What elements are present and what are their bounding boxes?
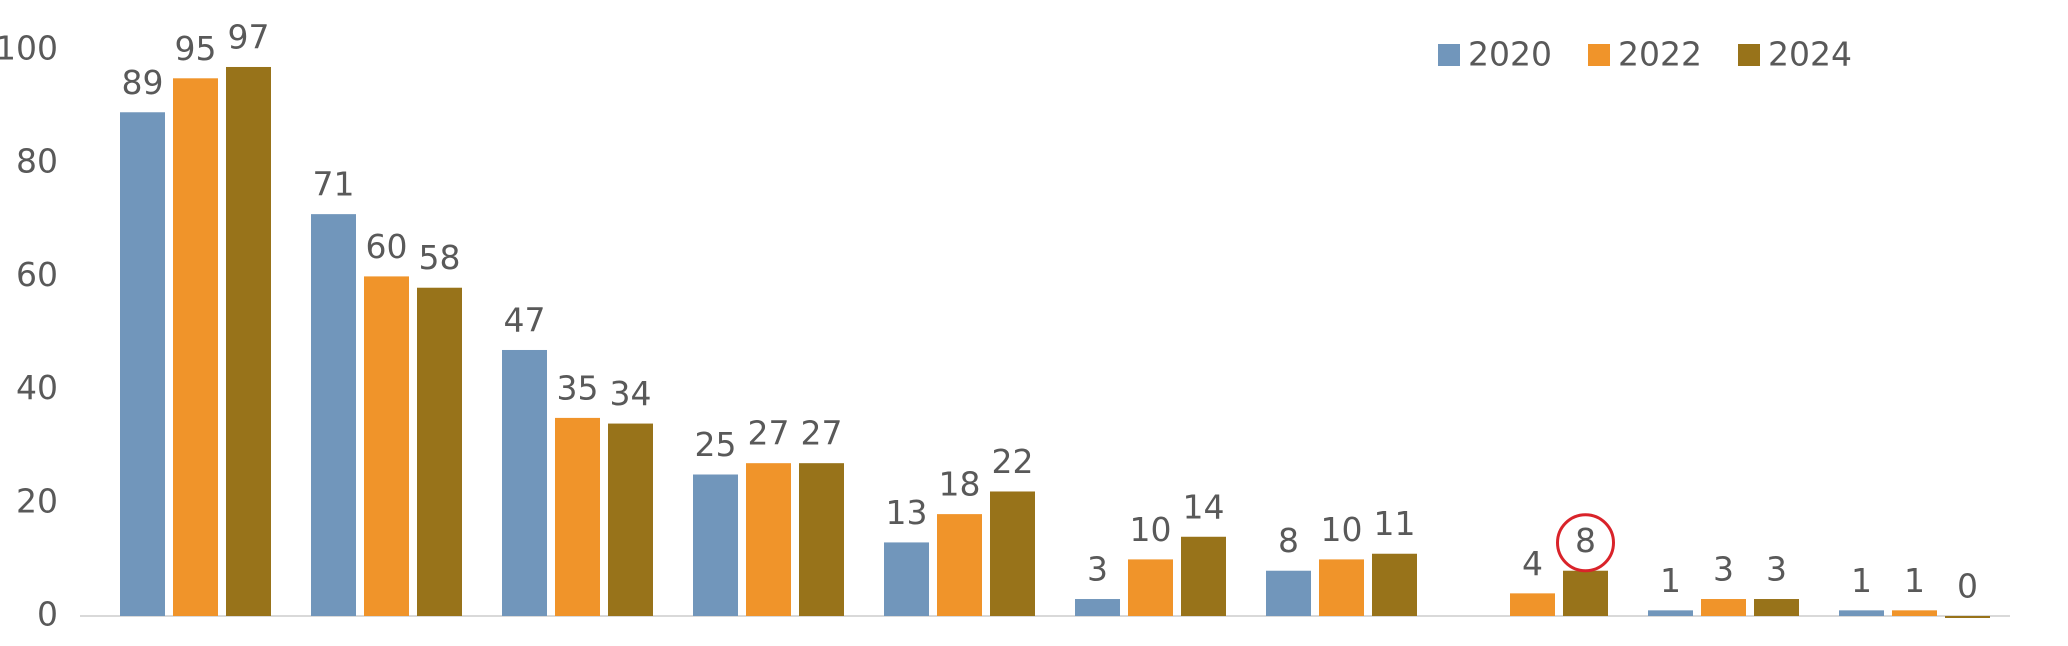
y-tick-label: 100 <box>0 29 58 68</box>
y-tick-label: 60 <box>16 255 58 294</box>
data-label: 13 <box>886 493 928 532</box>
data-label: 4 <box>1522 544 1543 583</box>
data-label: 10 <box>1321 510 1363 549</box>
y-tick-label: 40 <box>16 368 58 407</box>
data-label: 35 <box>557 368 599 407</box>
bar <box>1839 610 1884 616</box>
data-label: 11 <box>1374 504 1416 543</box>
bar <box>1563 570 1608 616</box>
bar <box>693 474 738 616</box>
bar <box>1754 599 1799 616</box>
data-label: 47 <box>504 300 546 339</box>
bar <box>1945 616 1990 618</box>
legend-swatch <box>1588 44 1610 66</box>
bar <box>1701 599 1746 616</box>
legend-swatch <box>1738 44 1760 66</box>
bar <box>990 491 1035 616</box>
data-label: 0 <box>1957 567 1978 606</box>
data-label: 89 <box>122 63 164 102</box>
highlight-circle <box>1556 513 1615 573</box>
data-label: 71 <box>313 165 355 204</box>
data-label: 22 <box>992 442 1034 481</box>
data-label: 18 <box>939 465 981 504</box>
data-label: 27 <box>801 414 843 453</box>
bar <box>173 78 218 617</box>
data-label: 1 <box>1660 561 1681 600</box>
legend-swatch <box>1438 44 1460 66</box>
data-label: 1 <box>1904 561 1925 600</box>
y-tick-label: 20 <box>16 481 58 520</box>
bar <box>502 349 547 616</box>
data-label: 25 <box>695 425 737 464</box>
data-label: 95 <box>175 29 217 68</box>
bar <box>1648 610 1693 616</box>
data-label: 14 <box>1183 487 1225 526</box>
data-label: 3 <box>1713 550 1734 589</box>
bar <box>1181 536 1226 616</box>
bar <box>799 463 844 616</box>
data-label: 1 <box>1851 561 1872 600</box>
bar <box>1510 593 1555 616</box>
bar <box>884 542 929 616</box>
legend-label: 2020 <box>1468 35 1552 74</box>
data-label: 3 <box>1087 550 1108 589</box>
bar <box>1372 553 1417 616</box>
bar <box>1075 599 1120 616</box>
data-label: 60 <box>366 227 408 266</box>
data-label: 27 <box>748 414 790 453</box>
bar <box>417 287 462 616</box>
data-label: 58 <box>419 238 461 277</box>
bar <box>555 417 600 616</box>
bar <box>746 463 791 616</box>
bar <box>364 276 409 616</box>
data-label: 34 <box>610 374 652 413</box>
bar <box>1319 559 1364 616</box>
legend-label: 2022 <box>1618 35 1702 74</box>
legend-label: 2024 <box>1768 35 1852 74</box>
y-tick-label: 80 <box>16 142 58 181</box>
bar <box>1266 570 1311 616</box>
data-label: 8 <box>1278 521 1299 560</box>
bar <box>1128 559 1173 616</box>
bar <box>608 423 653 616</box>
data-label: 10 <box>1130 510 1172 549</box>
bar <box>1892 610 1937 616</box>
y-tick-label: 0 <box>37 595 58 634</box>
data-label: 97 <box>228 17 270 56</box>
bar <box>120 112 165 616</box>
data-label: 3 <box>1766 550 1787 589</box>
data-label: 8 <box>1575 521 1596 560</box>
bar <box>226 66 271 617</box>
bar <box>311 214 356 616</box>
bar <box>937 514 982 616</box>
